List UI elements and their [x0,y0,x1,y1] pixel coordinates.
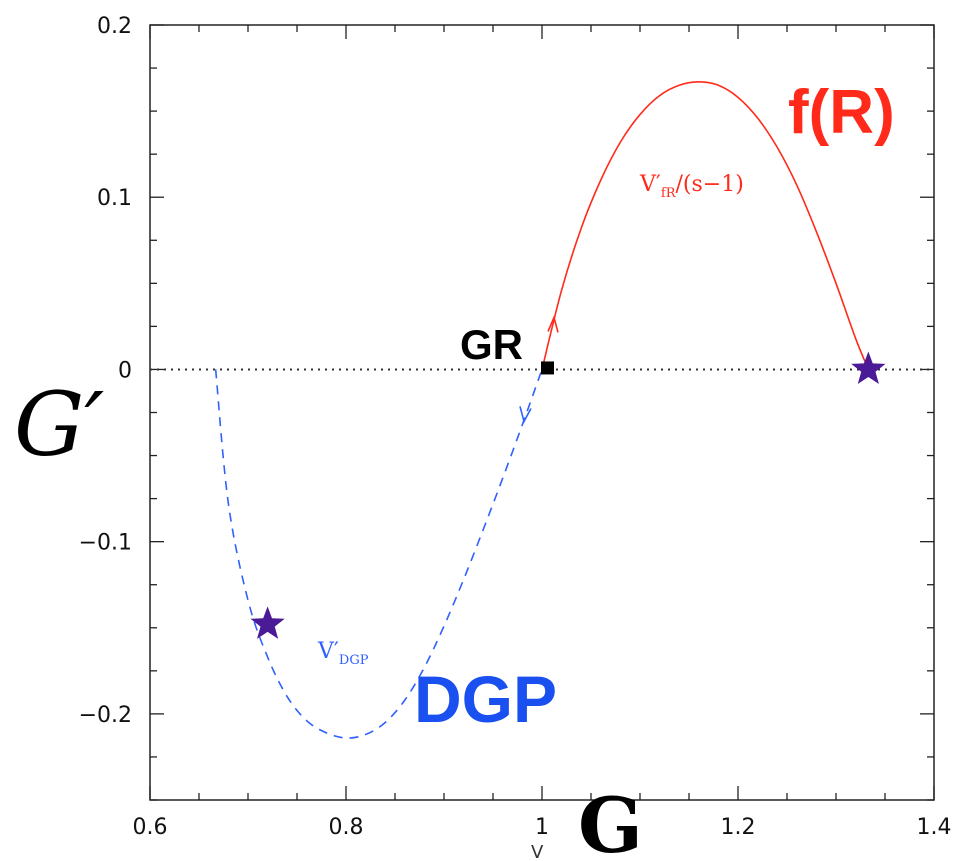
y-tick-label: 0.1 [97,186,132,211]
x-tick-label: 1.2 [721,815,756,840]
y-tick-label: 0 [118,358,132,383]
gr-point-marker [541,361,554,374]
dgp-curve-label-main: V′ [317,639,339,664]
fR-curve-label-sub: fR [661,186,677,201]
x-tick-label: 0.8 [329,815,364,840]
y-tick-label: 0.2 [97,14,132,39]
fR-curve-label-tail: /(s−1) [676,172,744,197]
x-tick-label: 0.6 [133,815,168,840]
x-tick-label: 1.4 [917,815,952,840]
dgp-curve-label-sub: DGP [339,653,369,668]
star-marker [250,606,284,639]
dgp-curve-label: V′DGP [317,639,369,668]
gr-label: GR [460,321,523,368]
y-tick-label: −0.1 [79,531,132,556]
x-axis-title: G [578,781,643,861]
x-tick-label: 1 [535,815,549,840]
x-axis-subtitle: V [531,842,544,861]
dgp-direction-arrow [520,406,531,421]
fR-curve-label: V′fR/(s−1) [639,172,744,201]
markers [250,351,885,638]
y-tick-label: −0.2 [79,703,132,728]
fR-big-label: f(R) [788,78,895,147]
y-axis-title: G′ [14,373,104,476]
fR-curve-label-main: V′ [639,172,661,197]
star-marker [851,351,885,384]
dgp-big-label: DGP [414,662,557,736]
